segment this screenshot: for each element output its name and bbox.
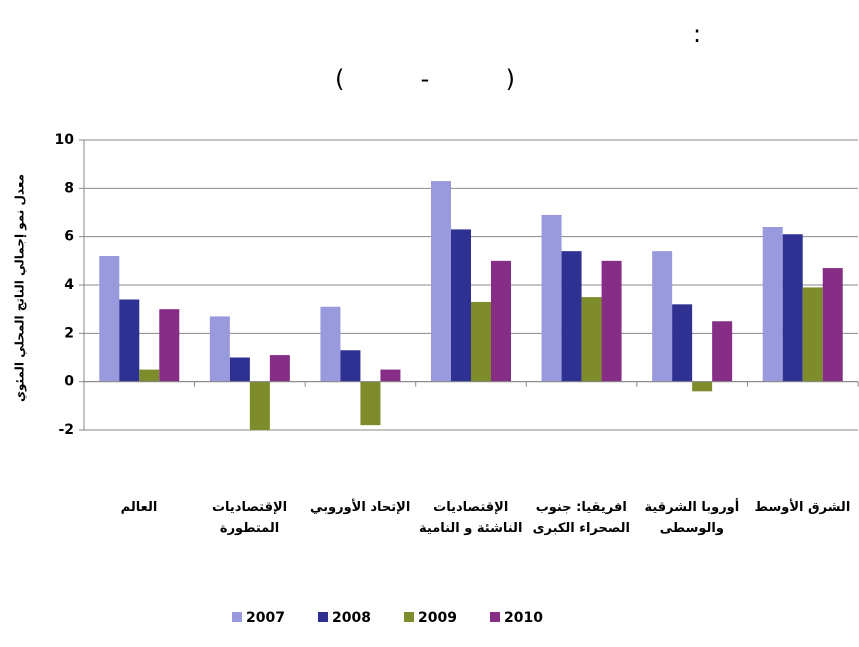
y-tick-label: 10 <box>55 132 75 148</box>
bar <box>822 268 843 382</box>
chart-title: : <box>693 20 701 48</box>
x-tick-label: الشرق الأوسط <box>754 500 851 515</box>
bar <box>340 350 361 382</box>
legend-swatch <box>490 612 500 622</box>
y-tick-label: -2 <box>58 422 74 438</box>
bar <box>491 260 511 382</box>
legend-label: 2007 <box>246 610 285 626</box>
bar <box>119 299 140 382</box>
x-tick-label: الإقتصاديات المتطورة <box>211 500 288 536</box>
bar <box>712 321 733 382</box>
y-tick-label: 4 <box>64 277 74 293</box>
bar <box>451 229 471 382</box>
bar <box>672 304 693 382</box>
legend-swatch <box>318 612 328 622</box>
bar <box>692 381 713 392</box>
bar <box>249 381 270 430</box>
legend-label: 2008 <box>332 610 371 626</box>
bar <box>541 214 562 382</box>
x-tick-label: العالم <box>120 500 158 515</box>
bar <box>380 369 401 382</box>
legend-label: 2009 <box>418 610 457 626</box>
bar <box>581 297 602 382</box>
bar <box>471 301 491 382</box>
x-tick-label: الإقتصاديات الناشئة و النامية <box>419 500 523 536</box>
bar <box>561 251 582 382</box>
bar <box>802 287 823 382</box>
y-axis-title: معدل نمو إجمالي الناتج المحلي المئوي <box>13 174 28 402</box>
x-tick-label: الإتحاد الأوروبي <box>310 500 411 515</box>
y-tick-label: 2 <box>64 325 74 341</box>
bar <box>762 227 783 382</box>
x-tick-label: افريقيا: جنوب الصحراء الكبرى <box>532 500 630 536</box>
legend-swatch <box>404 612 414 622</box>
bar <box>209 316 230 382</box>
y-tick-label: 0 <box>64 374 74 390</box>
x-tick-label: أوروبا الشرقية والوسطى <box>644 500 740 536</box>
bar <box>320 306 341 382</box>
legend-label: 2010 <box>504 610 543 626</box>
bar <box>159 309 180 382</box>
bar <box>431 181 451 382</box>
bar <box>360 381 381 426</box>
y-tick-label: 6 <box>64 229 74 245</box>
bar <box>229 357 250 382</box>
bar <box>139 369 160 382</box>
bar <box>99 256 120 382</box>
legend-swatch <box>232 612 242 622</box>
bar <box>601 260 622 382</box>
bar <box>269 355 290 382</box>
y-tick-label: 8 <box>64 180 74 196</box>
chart-subtitle: ( - ) <box>335 65 515 93</box>
bar <box>652 251 673 382</box>
bar <box>782 234 803 382</box>
